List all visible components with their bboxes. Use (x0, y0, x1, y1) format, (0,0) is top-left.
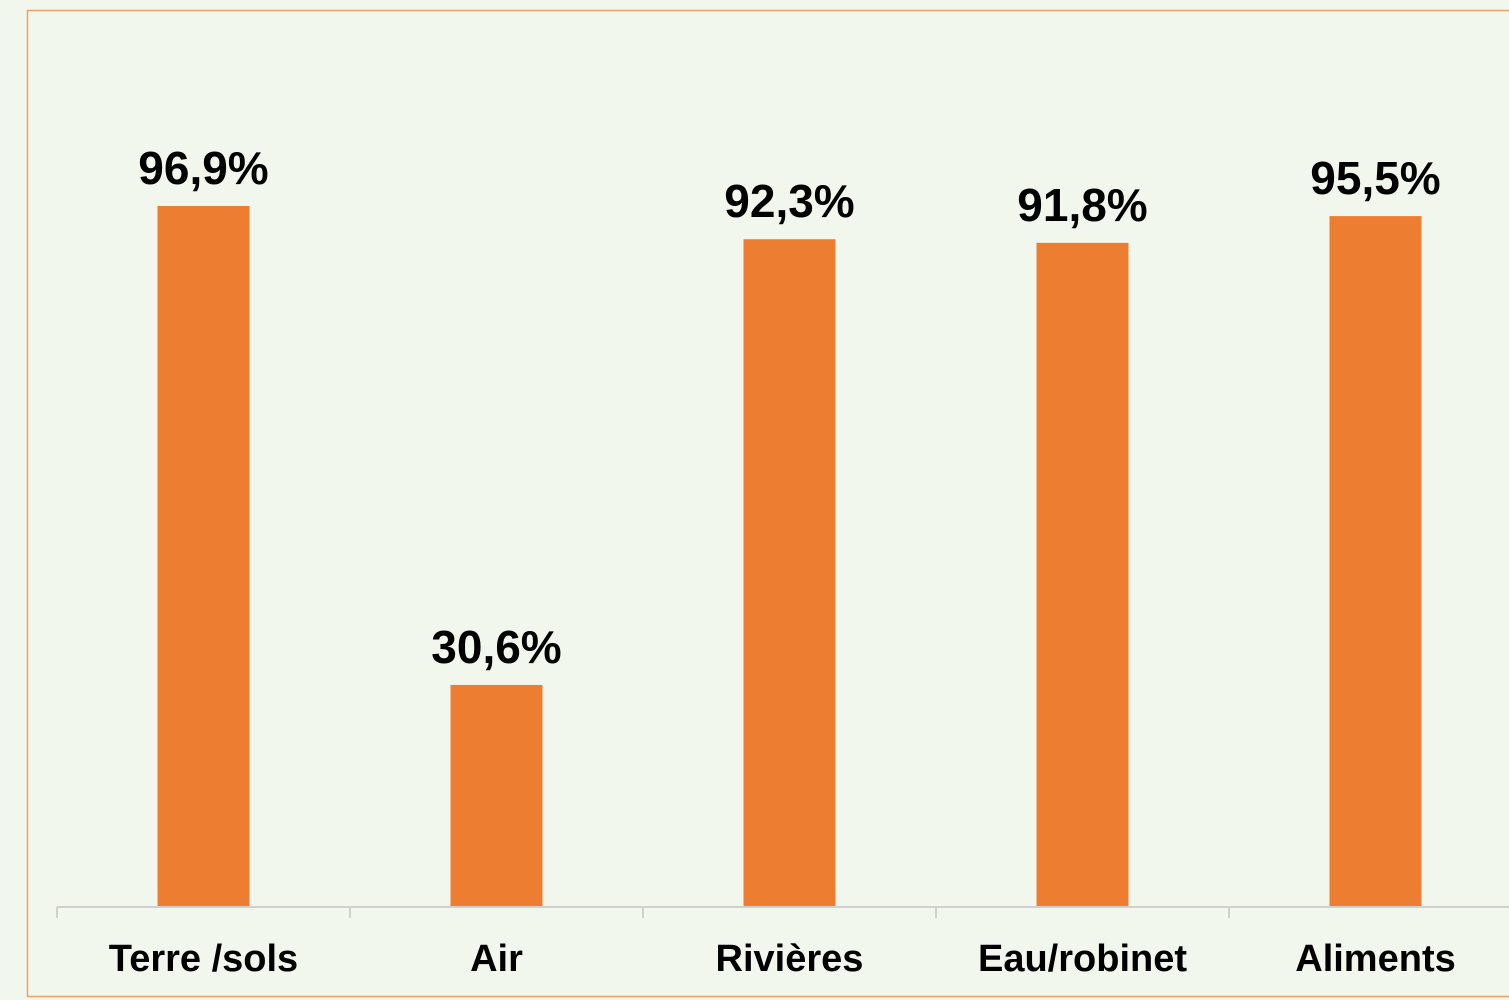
bar (1329, 216, 1422, 906)
data-label: 92,3% (724, 175, 854, 227)
x-tick-label: Eau/robinet (978, 938, 1187, 980)
bar (157, 205, 250, 907)
data-label: 91,8% (1017, 179, 1147, 231)
x-tick-label: Air (470, 938, 523, 980)
data-label: 95,5% (1310, 152, 1440, 204)
bar (450, 684, 543, 906)
x-tick-label: Terre /sols (109, 938, 298, 980)
bar (743, 239, 836, 906)
x-tick-label: Aliments (1295, 938, 1455, 980)
x-tick-label: Rivières (716, 938, 864, 980)
data-label: 30,6% (431, 621, 561, 673)
data-label: 96,9% (138, 142, 268, 194)
bar (1036, 242, 1129, 907)
